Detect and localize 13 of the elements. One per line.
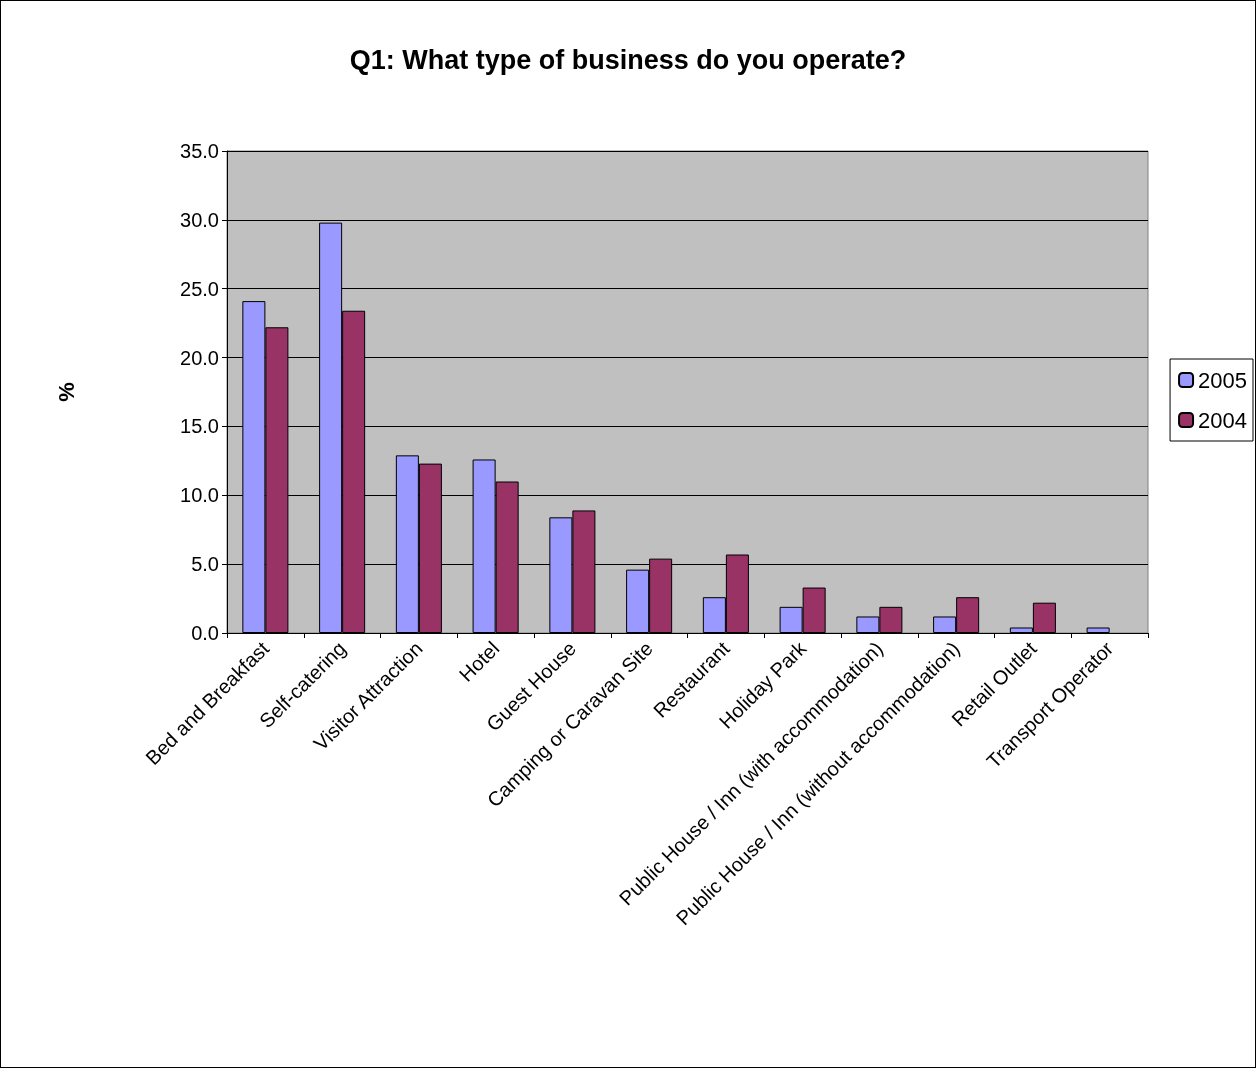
y-tick-label: 25.0 bbox=[180, 277, 219, 300]
bar bbox=[1086, 627, 1110, 633]
y-tick-label: 5.0 bbox=[191, 553, 219, 576]
y-tick-label: 10.0 bbox=[180, 484, 219, 507]
y-tick-label: 15.0 bbox=[180, 415, 219, 438]
y-tick-label: 20.0 bbox=[180, 346, 219, 369]
legend-label: 2004 bbox=[1198, 407, 1248, 433]
y-tick-label: 30.0 bbox=[180, 208, 219, 231]
y-tick-label: 0.0 bbox=[191, 622, 219, 644]
y-tick-label: 35.0 bbox=[180, 140, 219, 162]
y-axis-title: % bbox=[53, 382, 79, 402]
chart-title: Q1: What type of business do you operate? bbox=[349, 44, 907, 75]
legend-label: 2005 bbox=[1198, 367, 1248, 393]
